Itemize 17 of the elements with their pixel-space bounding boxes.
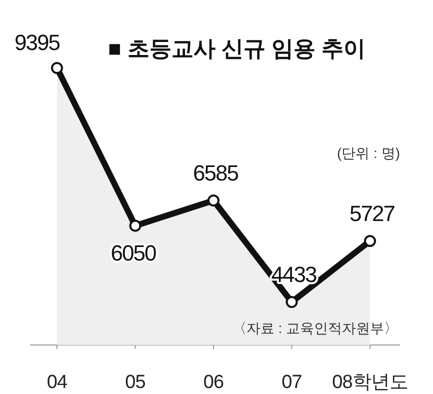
x-tick-label: 05 [125, 372, 146, 393]
point [51, 62, 63, 74]
data-label: 9395 [14, 30, 60, 55]
chart-title: ■ 초등교사 신규 임용 추이 [108, 36, 366, 61]
annotation: (단위 : 명) [337, 145, 400, 161]
data-label: 5727 [350, 200, 396, 226]
point [129, 220, 142, 232]
point [286, 296, 298, 308]
x-tick-label: 08학년도 [332, 372, 408, 393]
data-label: 6585 [193, 160, 239, 186]
annotation: 〈자료 : 교육인적자원부〉 [232, 320, 398, 336]
data-label: 6050 [110, 240, 156, 266]
x-tick-label: 07 [282, 372, 302, 393]
x-tick-label: 06 [203, 372, 224, 393]
point [364, 234, 376, 247]
x-tick-label: 04 [46, 372, 68, 393]
point [208, 194, 220, 207]
